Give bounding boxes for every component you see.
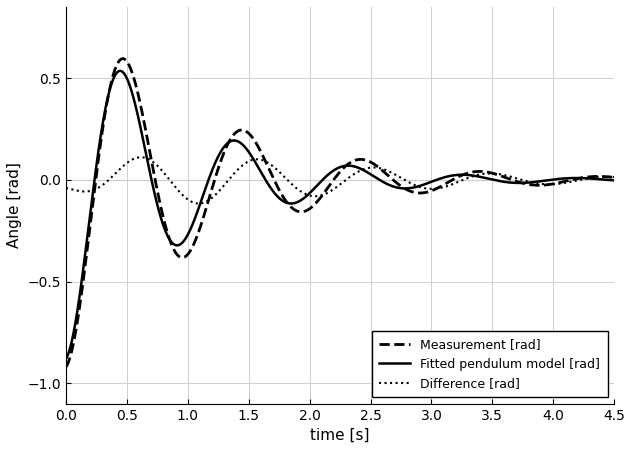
Difference [rad] xyxy=(600,174,607,180)
Measurement [rad] xyxy=(611,175,618,180)
Difference [rad] xyxy=(137,154,145,160)
Difference [rad] xyxy=(195,201,203,206)
Measurement [rad] xyxy=(272,182,280,187)
Y-axis label: Angle [rad]: Angle [rad] xyxy=(7,162,22,248)
Line: Measurement [rad]: Measurement [rad] xyxy=(66,58,614,367)
Difference [rad] xyxy=(273,166,281,172)
Measurement [rad] xyxy=(541,182,549,188)
Line: Difference [rad]: Difference [rad] xyxy=(66,157,614,203)
Difference [rad] xyxy=(125,159,132,165)
Fitted pendulum model [rad] xyxy=(157,216,165,221)
Fitted pendulum model [rad] xyxy=(541,178,549,184)
Measurement [rad] xyxy=(600,174,607,179)
Fitted pendulum model [rad] xyxy=(116,68,124,73)
Difference [rad] xyxy=(62,185,70,191)
Fitted pendulum model [rad] xyxy=(611,178,618,183)
Difference [rad] xyxy=(157,167,165,172)
Measurement [rad] xyxy=(119,56,126,61)
Difference [rad] xyxy=(296,189,304,194)
X-axis label: time [s]: time [s] xyxy=(310,428,370,443)
Measurement [rad] xyxy=(157,206,165,211)
Measurement [rad] xyxy=(125,62,133,67)
Line: Fitted pendulum model [rad]: Fitted pendulum model [rad] xyxy=(66,71,614,359)
Fitted pendulum model [rad] xyxy=(600,177,607,182)
Measurement [rad] xyxy=(296,209,304,215)
Measurement [rad] xyxy=(62,364,70,370)
Difference [rad] xyxy=(541,181,549,187)
Fitted pendulum model [rad] xyxy=(296,198,304,203)
Legend: Measurement [rad], Fitted pendulum model [rad], Difference [rad]: Measurement [rad], Fitted pendulum model… xyxy=(372,331,608,397)
Fitted pendulum model [rad] xyxy=(62,356,70,362)
Fitted pendulum model [rad] xyxy=(272,193,280,198)
Fitted pendulum model [rad] xyxy=(125,80,133,85)
Difference [rad] xyxy=(611,174,618,180)
